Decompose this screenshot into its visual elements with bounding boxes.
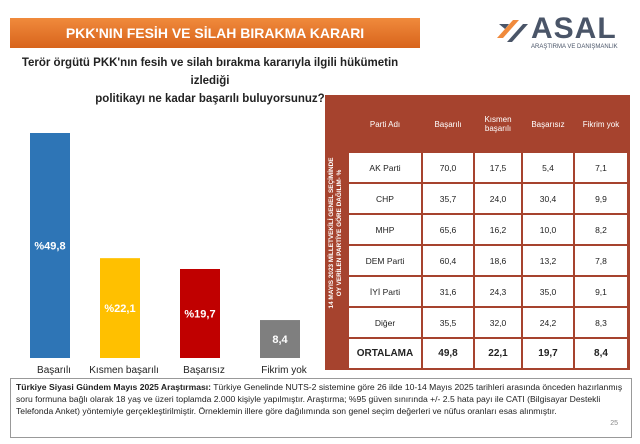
party-name: CHP bbox=[349, 184, 421, 213]
table-row: AK Parti 70,0 17,5 5,4 7,1 bbox=[349, 153, 627, 182]
party-name: MHP bbox=[349, 215, 421, 244]
question-line: politikayı ne kadar başarılı buluyorsunu… bbox=[95, 93, 325, 105]
column-header: Başarılı bbox=[423, 97, 473, 151]
table: Parti Adı Başarılı Kısmen başarılı Başarısı… bbox=[347, 95, 629, 370]
cell: 13,2 bbox=[523, 246, 573, 275]
party-name: İYİ Parti bbox=[349, 277, 421, 306]
cell: 35,7 bbox=[423, 184, 473, 213]
category-label: Başarısız bbox=[183, 365, 225, 375]
cell: 7,8 bbox=[575, 246, 627, 275]
cell: 49,8 bbox=[423, 339, 473, 368]
chart: %49,8 Başarılı %22,1 Kısmen başarılı %19,7 Ba… bbox=[30, 133, 308, 375]
question: Terör örgütü PKK'nın fesih ve silah bıra… bbox=[10, 54, 410, 108]
side-label: 14 MAYIS 2023 MİLLETVEKİLİ GENEL SEÇİMİN… bbox=[326, 157, 343, 309]
party-name: AK Parti bbox=[349, 153, 421, 182]
value-label: %49,8 bbox=[34, 241, 65, 253]
category-label: Fikrim yok bbox=[261, 365, 308, 375]
side-label-line: 14 MAYIS 2023 MİLLETVEKİLİ GENEL SEÇİMİN… bbox=[326, 157, 335, 309]
value-label: %19,7 bbox=[184, 308, 215, 320]
bar bbox=[100, 258, 140, 358]
cell: 16,2 bbox=[475, 215, 521, 244]
cell: 19,7 bbox=[523, 339, 573, 368]
table-row: İYİ Parti 31,6 24,3 35,0 9,1 bbox=[349, 277, 627, 306]
cell: 22,1 bbox=[475, 339, 521, 368]
cell: 8,2 bbox=[575, 215, 627, 244]
cell: 8,3 bbox=[575, 308, 627, 337]
cell: 24,3 bbox=[475, 277, 521, 306]
side-label-line: OY VERİLEN PARTİYE GÖRE DAĞILIM- % bbox=[334, 169, 343, 296]
cell: 32,0 bbox=[475, 308, 521, 337]
logo-text: ASAL bbox=[531, 12, 617, 45]
bar bbox=[180, 268, 220, 358]
column-header: Parti Adı bbox=[349, 97, 421, 151]
cell: 7,1 bbox=[575, 153, 627, 182]
cell: 35,5 bbox=[423, 308, 473, 337]
footnote-label: Türkiye Siyasi Gündem Mayıs 2025 Araştır… bbox=[16, 382, 212, 392]
table-row: MHP 65,6 16,2 10,0 8,2 bbox=[349, 215, 627, 244]
page-number: 25 bbox=[610, 420, 618, 427]
cell: 9,9 bbox=[575, 184, 627, 213]
party-name: ORTALAMA bbox=[349, 339, 421, 368]
cell: 9,1 bbox=[575, 277, 627, 306]
cell: 18,6 bbox=[475, 246, 521, 275]
table-row: DEM Parti 60,4 18,6 13,2 7,8 bbox=[349, 246, 627, 275]
column-header: Fikrim yok bbox=[575, 97, 627, 151]
bar bbox=[260, 320, 300, 358]
party-table: 14 MAYIS 2023 MİLLETVEKİLİ GENEL SEÇİMİN… bbox=[325, 95, 630, 370]
cell: 17,5 bbox=[475, 153, 521, 182]
value-label: 8,4 bbox=[272, 334, 288, 346]
cell: 5,4 bbox=[523, 153, 573, 182]
cell: 10,0 bbox=[523, 215, 573, 244]
value-label: %22,1 bbox=[104, 303, 135, 315]
logo-icon bbox=[497, 20, 528, 42]
cell: 35,0 bbox=[523, 277, 573, 306]
cell: 65,6 bbox=[423, 215, 473, 244]
cell: 30,4 bbox=[523, 184, 573, 213]
title: PKK'NIN FESİH VE SİLAH BIRAKMA KARARI bbox=[10, 18, 420, 48]
cell: 70,0 bbox=[423, 153, 473, 182]
cell: 31,6 bbox=[423, 277, 473, 306]
column-header: Başarısız bbox=[523, 97, 573, 151]
cell: 24,2 bbox=[523, 308, 573, 337]
column-header: Kısmen başarılı bbox=[475, 97, 521, 151]
category-label: Kısmen başarılı bbox=[89, 365, 158, 375]
party-name: Diğer bbox=[349, 308, 421, 337]
logo: ASAL ARAŞTIRMA VE DANIŞMANLIK bbox=[495, 14, 635, 50]
table-row: Diğer 35,5 32,0 24,2 8,3 bbox=[349, 308, 627, 337]
table-row: CHP 35,7 24,0 30,4 9,9 bbox=[349, 184, 627, 213]
cell: 8,4 bbox=[575, 339, 627, 368]
question-line: Terör örgütü PKK'nın fesih ve silah bıra… bbox=[21, 57, 399, 87]
cell: 24,0 bbox=[475, 184, 521, 213]
footnote-text: Türkiye Genelinde NUTS-2 sistemine göre … bbox=[16, 382, 623, 416]
table-row: ORTALAMA 49,8 22,1 19,7 8,4 bbox=[349, 339, 627, 368]
logo-sub: ARAŞTIRMA VE DANIŞMANLIK bbox=[531, 44, 618, 50]
footnote: Türkiye Siyasi Gündem Mayıs 2025 Araştır… bbox=[10, 378, 632, 438]
category-label: Başarılı bbox=[37, 365, 71, 375]
party-name: DEM Parti bbox=[349, 246, 421, 275]
bar bbox=[30, 133, 70, 358]
cell: 60,4 bbox=[423, 246, 473, 275]
